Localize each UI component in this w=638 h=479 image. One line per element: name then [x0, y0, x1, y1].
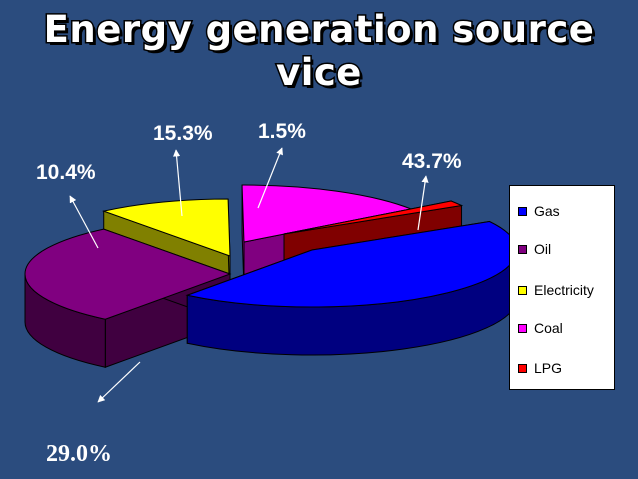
- leader-line-oil: [97, 361, 141, 403]
- legend-label-coal: Coal: [534, 320, 563, 336]
- leader-line-lpg: [257, 147, 283, 209]
- pie-slice-gas: [185, 220, 518, 356]
- leader-line-electricity: [69, 195, 99, 249]
- data-label-electricity: 10.4%: [36, 161, 96, 184]
- legend: Gas Oil Electricity Coal LPG: [509, 185, 615, 390]
- data-label-coal: 15.3%: [153, 122, 213, 145]
- data-label-oil: 29.0%: [46, 441, 112, 467]
- legend-swatch-electricity: [518, 285, 527, 295]
- legend-item-oil: Oil: [518, 241, 551, 257]
- legend-item-electricity: Electricity: [518, 282, 594, 298]
- legend-swatch-gas: [518, 206, 527, 216]
- legend-label-oil: Oil: [534, 241, 552, 257]
- legend-label-electricity: Electricity: [534, 282, 594, 298]
- legend-item-coal: Coal: [518, 320, 563, 336]
- leader-line-gas: [417, 175, 429, 231]
- legend-label-gas: Gas: [534, 203, 560, 219]
- data-label-gas: 43.7%: [402, 150, 462, 173]
- pie-slices: [24, 184, 518, 368]
- data-labels: 43.7% 29.0% 10.4% 15.3% 1.5%: [36, 120, 462, 467]
- legend-item-lpg: LPG: [518, 360, 562, 376]
- legend-swatch-coal: [518, 323, 527, 333]
- chart-title: Energy generation source vice: [42, 7, 595, 96]
- legend-label-lpg: LPG: [534, 360, 563, 376]
- legend-swatch-lpg: [518, 363, 527, 373]
- legend-swatch-oil: [518, 244, 527, 254]
- leader-lines: [69, 147, 429, 403]
- leader-line-coal: [173, 149, 183, 217]
- data-label-lpg: 1.5%: [258, 120, 306, 143]
- legend-item-gas: Gas: [518, 203, 560, 219]
